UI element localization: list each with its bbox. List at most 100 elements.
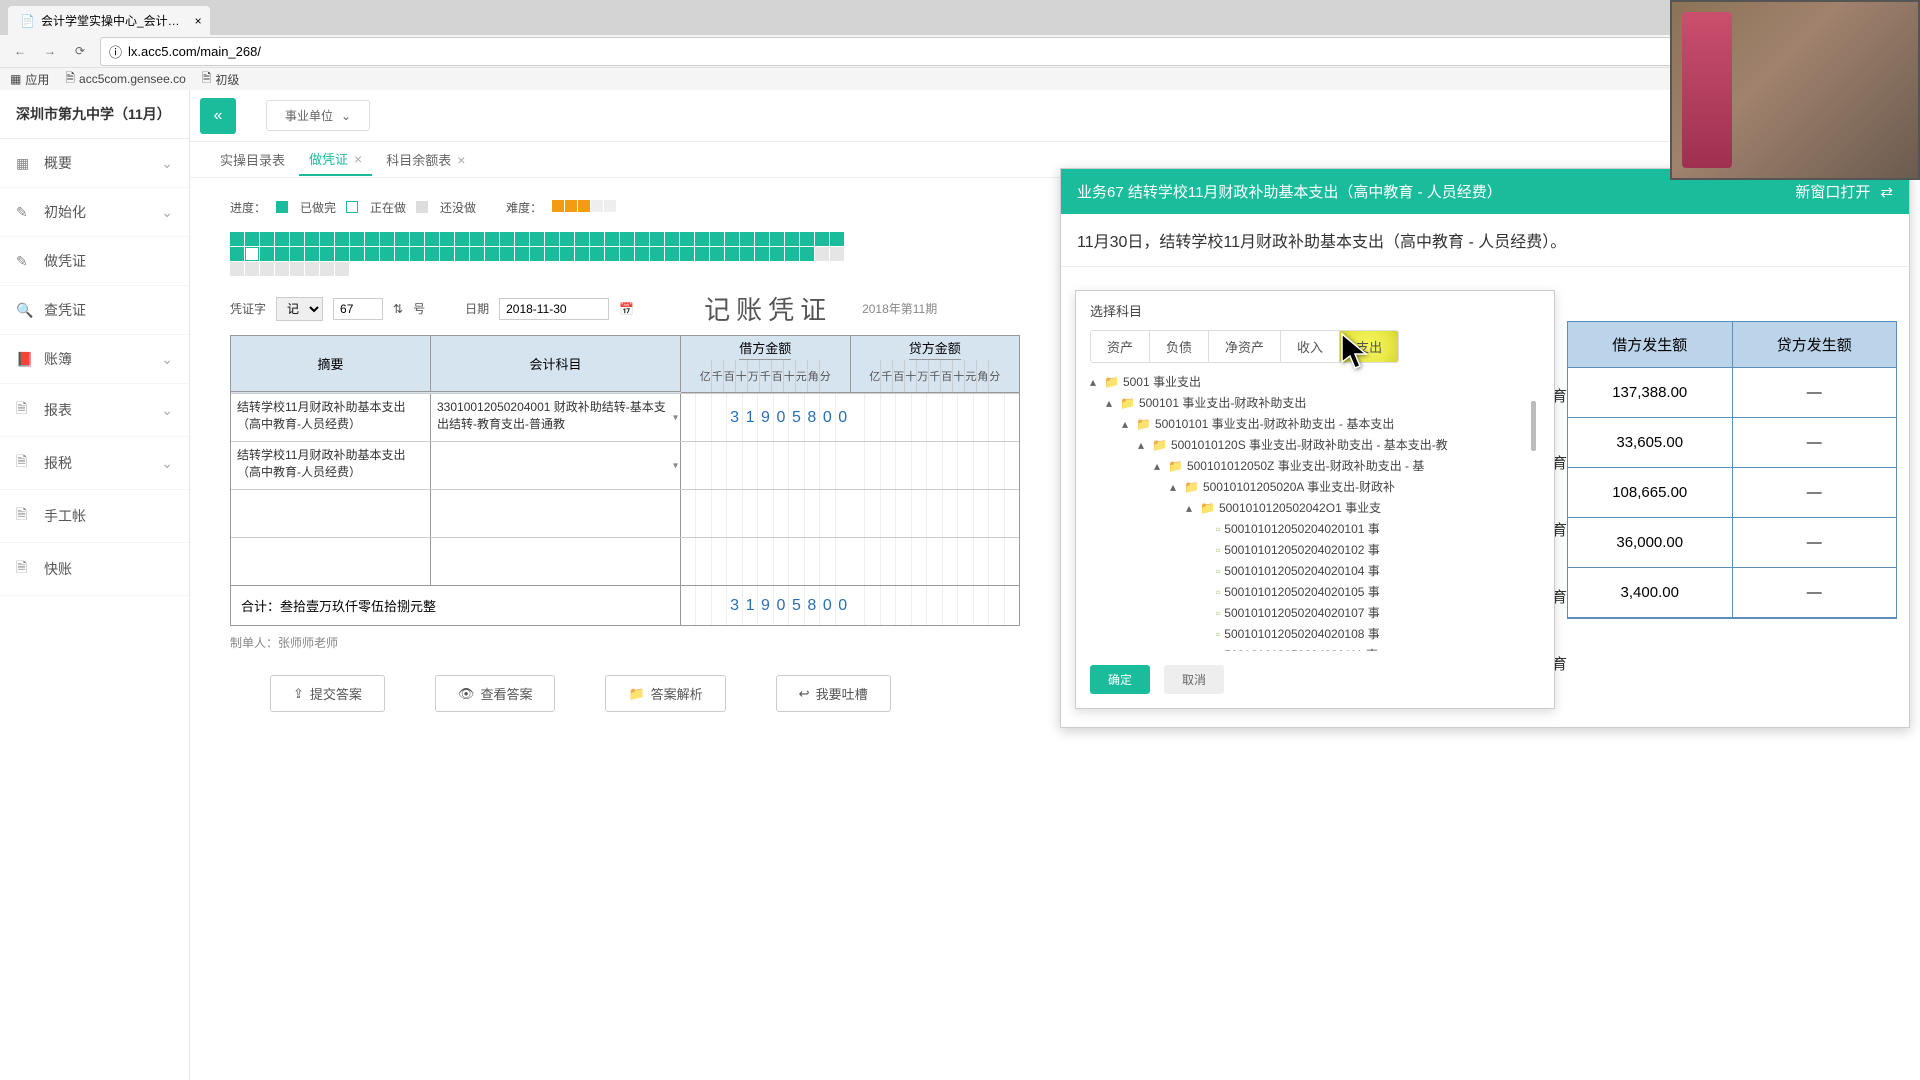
tree-leaf[interactable]: ▫500101012050204020102 事 bbox=[1090, 539, 1540, 560]
apps-icon[interactable]: ▦ 应用 bbox=[10, 71, 49, 88]
content-tab[interactable]: 做凭证× bbox=[299, 143, 372, 176]
sidebar-item[interactable]: ✎做凭证 bbox=[0, 237, 189, 286]
dt-credit: — bbox=[1733, 418, 1897, 468]
unit-type-dropdown[interactable]: 事业单位 ⌄ bbox=[266, 100, 370, 131]
confirm-button[interactable]: 确定 bbox=[1090, 665, 1150, 694]
file-icon: ▫ bbox=[1216, 564, 1220, 578]
calendar-icon[interactable]: 📅 bbox=[619, 302, 634, 316]
tree-folder[interactable]: ▴📁50010101205020A 事业支出-财政补 bbox=[1090, 476, 1540, 497]
url-text: lx.acc5.com/main_268/ bbox=[128, 44, 261, 59]
file-icon: ▫ bbox=[1216, 522, 1220, 536]
tree-leaf[interactable]: ▫500101012050204020108 事 bbox=[1090, 623, 1540, 644]
content-tab[interactable]: 科目余额表× bbox=[376, 144, 475, 175]
tree-folder[interactable]: ▴📁500101012050Z 事业支出-财政补助支出 - 基 bbox=[1090, 455, 1540, 476]
tree-toggle-icon[interactable]: ▴ bbox=[1154, 459, 1166, 473]
task-title: 业务67 结转学校11月财政补助基本支出（高中教育 - 人员经费） bbox=[1077, 181, 1502, 202]
voucher-number-input[interactable] bbox=[333, 298, 383, 320]
view-answer-button[interactable]: 👁查看答案 bbox=[435, 675, 556, 712]
debit-cell[interactable] bbox=[681, 442, 850, 489]
tree-toggle-icon[interactable]: ▴ bbox=[1122, 417, 1134, 431]
tree-folder[interactable]: ▴📁50010101 事业支出-财政补助支出 - 基本支出 bbox=[1090, 413, 1540, 434]
page-icon: 📄 bbox=[20, 14, 35, 28]
account-cell[interactable]: 33010012050204001 财政补助结转-基本支出结转-教育支出-普通教… bbox=[431, 394, 681, 441]
tree-folder[interactable]: ▴📁5001010120S 事业支出-财政补助支出 - 基本支出-教 bbox=[1090, 434, 1540, 455]
subject-tree: ▴📁5001 事业支出▴📁500101 事业支出-财政补助支出▴📁5001010… bbox=[1090, 371, 1540, 651]
scrollbar[interactable] bbox=[1531, 401, 1536, 451]
chevron-down-icon: ⌄ bbox=[161, 455, 173, 472]
url-input[interactable]: ⓘ lx.acc5.com/main_268/ bbox=[100, 37, 1850, 66]
tree-folder[interactable]: ▴📁500101 事业支出-财政补助支出 bbox=[1090, 392, 1540, 413]
tree-leaf[interactable]: ▫500101012050204020107 事 bbox=[1090, 602, 1540, 623]
dt-col-credit: 贷方发生额 bbox=[1733, 322, 1897, 368]
tree-folder[interactable]: ▴📁5001010120502042O1 事业支 bbox=[1090, 497, 1540, 518]
dt-credit: — bbox=[1733, 518, 1897, 568]
browser-tab[interactable]: 📄 会计学堂实操中心_会计… × bbox=[8, 6, 210, 35]
open-new-window[interactable]: 新窗口打开 bbox=[1795, 181, 1870, 202]
credit-cell[interactable] bbox=[850, 394, 1019, 441]
credit-cell[interactable] bbox=[850, 442, 1019, 489]
sidebar-item[interactable]: 🗎报税⌄ bbox=[0, 437, 189, 490]
task-description: 11月30日，结转学校11月财政补助基本支出（高中教育 - 人员经费）。 bbox=[1061, 214, 1909, 267]
picker-tab[interactable]: 资产 bbox=[1091, 331, 1150, 362]
reload-icon[interactable]: ⟳ bbox=[70, 44, 90, 58]
picker-tab[interactable]: 支出 bbox=[1340, 331, 1398, 362]
tree-toggle-icon[interactable]: ▴ bbox=[1138, 438, 1150, 452]
content-tab[interactable]: 实操目录表 bbox=[210, 144, 295, 175]
tree-leaf[interactable]: ▫500101012050204020105 事 bbox=[1090, 581, 1540, 602]
tree-toggle-icon[interactable]: ▴ bbox=[1186, 501, 1198, 515]
spinner-icon[interactable]: ⇅ bbox=[393, 302, 403, 316]
dropdown-icon[interactable]: ▾ bbox=[673, 460, 678, 471]
cancel-button[interactable]: 取消 bbox=[1164, 665, 1224, 694]
summary-cell[interactable]: 结转学校11月财政补助基本支出（高中教育-人员经费） bbox=[231, 394, 431, 441]
sidebar-item[interactable]: 🗎快账 bbox=[0, 543, 189, 596]
back-icon[interactable]: ← bbox=[10, 44, 30, 58]
chevron-down-icon: ⌄ bbox=[341, 109, 351, 123]
submit-button[interactable]: ⇪提交答案 bbox=[270, 675, 385, 712]
tree-toggle-icon[interactable]: ▴ bbox=[1106, 396, 1118, 410]
date-input[interactable] bbox=[499, 298, 609, 320]
sidebar-item[interactable]: 📕账簿⌄ bbox=[0, 335, 189, 384]
debit-cell[interactable]: 31905800 bbox=[681, 394, 850, 441]
tree-leaf[interactable]: ▫500101012050204020104 事 bbox=[1090, 560, 1540, 581]
bookmark-item[interactable]: 🗎 acc5com.gensee.co bbox=[65, 69, 185, 90]
top-bar: « 事业单位 ⌄ 张师师老师 (SVIP会员 bbox=[190, 90, 1920, 142]
dt-debit: 3,400.00 bbox=[1568, 568, 1733, 618]
bookmark-item[interactable]: 🗎 初级 bbox=[202, 69, 240, 90]
sidebar-title: 深圳市第九中学（11月） bbox=[0, 90, 189, 139]
tree-toggle-icon[interactable]: ▴ bbox=[1170, 480, 1182, 494]
account-cell[interactable]: ▾ bbox=[431, 442, 681, 489]
dropdown-icon[interactable]: ▾ bbox=[673, 412, 678, 423]
tree-toggle-icon[interactable]: ▴ bbox=[1090, 375, 1102, 389]
picker-title: 选择科目 bbox=[1090, 301, 1540, 320]
eye-icon: 👁 bbox=[458, 686, 475, 702]
tree-leaf[interactable]: ▫500101012050204020101 事 bbox=[1090, 518, 1540, 539]
close-icon[interactable]: × bbox=[195, 14, 202, 28]
folder-icon: 📁 bbox=[1152, 438, 1167, 452]
sidebar-item[interactable]: 🔍查凭证 bbox=[0, 286, 189, 335]
forward-icon[interactable]: → bbox=[40, 44, 60, 58]
folder-icon: 📁 bbox=[1120, 396, 1135, 410]
sidebar-item[interactable]: ✎初始化⌄ bbox=[0, 188, 189, 237]
sidebar-item[interactable]: 🗎报表⌄ bbox=[0, 384, 189, 437]
sidebar-item[interactable]: 🗎手工帐 bbox=[0, 490, 189, 543]
feedback-button[interactable]: ↩我要吐槽 bbox=[776, 675, 891, 712]
col-debit: 借方金额 bbox=[739, 336, 791, 360]
swap-icon[interactable]: ⇄ bbox=[1880, 183, 1893, 201]
picker-tab[interactable]: 负债 bbox=[1150, 331, 1209, 362]
close-icon[interactable]: × bbox=[457, 152, 465, 168]
picker-tabs: 资产负债净资产收入支出 bbox=[1090, 330, 1399, 363]
sidebar-item[interactable]: ▦概要⌄ bbox=[0, 139, 189, 188]
sidebar-icon: 🗎 bbox=[16, 557, 34, 581]
collapse-sidebar-button[interactable]: « bbox=[200, 98, 236, 134]
tree-leaf[interactable]: ▫500101012050204020111 事 bbox=[1090, 644, 1540, 651]
picker-tab[interactable]: 净资产 bbox=[1209, 331, 1281, 362]
sidebar-icon: 🗎 bbox=[16, 451, 34, 475]
explain-button[interactable]: 📁答案解析 bbox=[605, 675, 725, 712]
sidebar-icon: ▦ bbox=[16, 155, 34, 172]
summary-cell[interactable]: 结转学校11月财政补助基本支出（高中教育-人员经费） bbox=[231, 442, 431, 489]
voucher-type-select[interactable]: 记 bbox=[276, 297, 323, 321]
tree-folder[interactable]: ▴📁5001 事业支出 bbox=[1090, 371, 1540, 392]
picker-tab[interactable]: 收入 bbox=[1281, 331, 1340, 362]
close-icon[interactable]: × bbox=[354, 151, 362, 167]
dt-credit: — bbox=[1733, 368, 1897, 418]
